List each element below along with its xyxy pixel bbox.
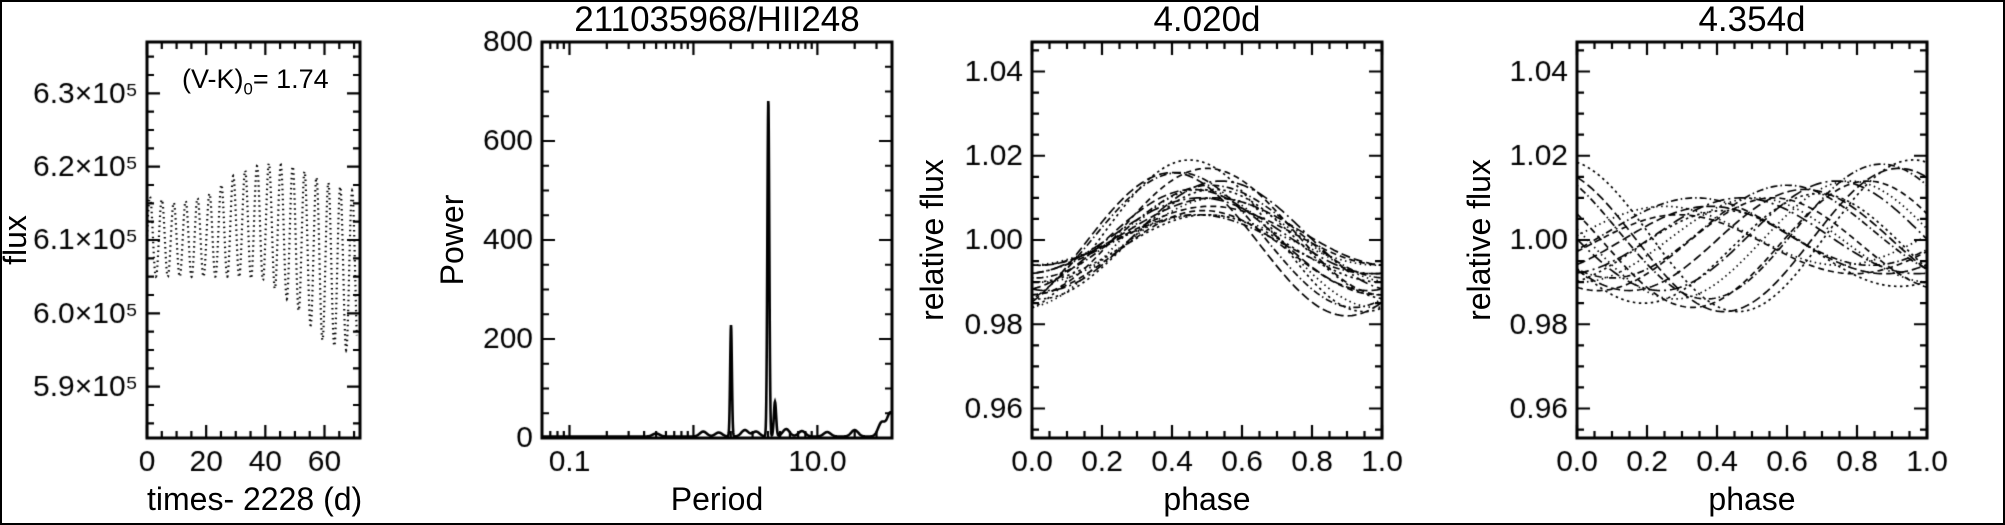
flux-axis-label: flux — [0, 215, 33, 265]
fold-period-title-2: 4.354d — [1698, 0, 1806, 39]
phase-axis-label-2: phase — [1708, 481, 1796, 517]
relative-flux-axis-label-2: relative flux — [1461, 159, 1497, 321]
phase-axis-label-1: phase — [1163, 481, 1251, 517]
star-id-title: 211035968/HII248 — [574, 0, 860, 39]
annotation-value: = 1.74 — [252, 64, 329, 94]
relative-flux-axis-label-1: relative flux — [914, 159, 950, 321]
annotation-text: (V-K) — [182, 64, 244, 94]
vk-color-annotation: (V-K)0= 1.74 — [182, 64, 329, 99]
period-axis-label: Period — [670, 481, 764, 517]
annotation-subscript: 0 — [243, 79, 253, 99]
times-axis-label: times- 2228 (d) — [147, 481, 363, 517]
fold-period-title-1: 4.020d — [1153, 0, 1261, 39]
power-axis-label: Power — [434, 194, 470, 286]
